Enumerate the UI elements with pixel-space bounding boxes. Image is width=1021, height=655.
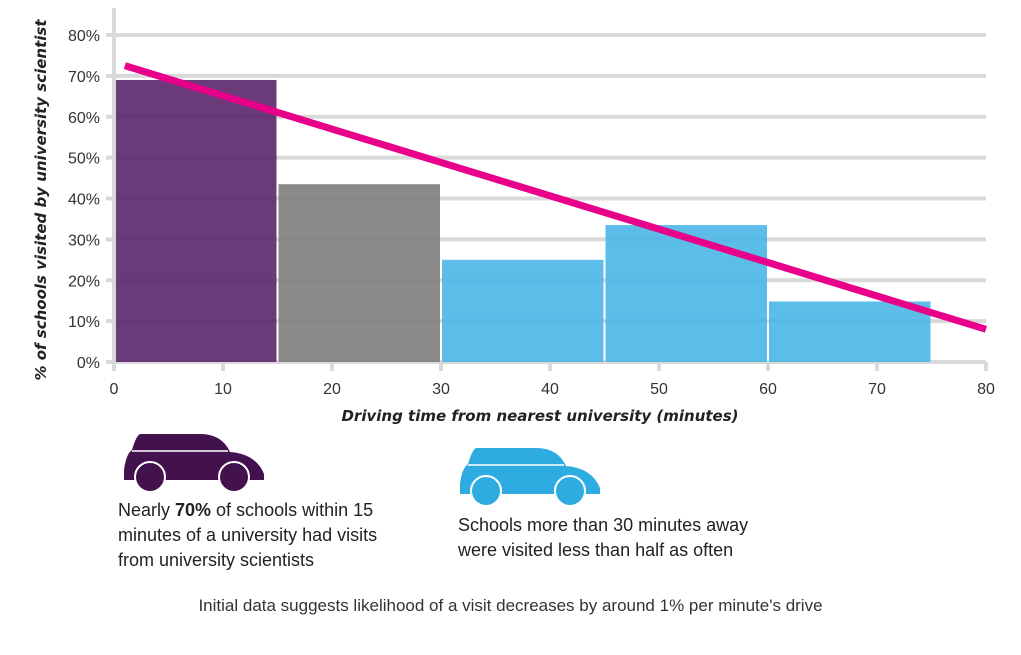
x-tick-label-0: 0 [110, 381, 119, 398]
axes [112, 8, 988, 371]
x-tick-label-30: 30 [432, 381, 450, 398]
x-tick-label-40: 40 [541, 381, 559, 398]
trend-line [123, 62, 988, 333]
bar-45-60 [605, 225, 767, 362]
y-tick-label-60: 60% [68, 110, 100, 127]
y-tick-label-0: 0% [77, 355, 100, 372]
annotation-far: Schools more than 30 minutes away were v… [458, 515, 749, 560]
annotation-near-prefix: Nearly [118, 500, 176, 520]
car-icon-far [458, 444, 604, 513]
histogram-chart: 0% 10% 20% 30% 40% 50% 60% 70% 80% 0 10 20 30 40 50 60… [32, 8, 995, 425]
trend-line-group [123, 62, 988, 333]
bar-60-75 [769, 301, 931, 362]
bar-15-30 [278, 184, 440, 362]
x-axis-title: Driving time from nearest university (mi… [341, 407, 738, 425]
y-tick-labels: 0% 10% 20% 30% 40% 50% 60% 70% 80% [68, 28, 100, 372]
y-tick-label-40: 40% [68, 192, 100, 209]
x-tick-label-50: 50 [650, 381, 668, 398]
y-tick-label-50: 50% [68, 151, 100, 168]
x-tick-label-70: 70 [868, 381, 886, 398]
bars [115, 79, 931, 363]
y-tick-label-30: 30% [68, 232, 100, 249]
x-tick-label-80: 80 [977, 381, 995, 398]
y-tick-label-20: 20% [68, 273, 100, 290]
annotation-near-suffix: of schools within 15 minutes of a univer… [118, 500, 378, 570]
bar-0-15 [115, 79, 277, 363]
x-tick-label-10: 10 [214, 381, 232, 398]
annotation-near: Nearly 70% of schools within 15 minutes … [118, 498, 418, 573]
y-tick-label-10: 10% [68, 314, 100, 331]
footer-note: Initial data suggests likelihood of a vi… [198, 596, 823, 615]
y-tick-label-70: 70% [68, 69, 100, 86]
y-axis-title: % of schools visited by university scien… [32, 19, 50, 381]
y-tick-label-80: 80% [68, 28, 100, 45]
annotation-near-highlight: 70% [175, 500, 212, 520]
x-tick-labels: 0 10 20 30 40 50 60 70 80 [110, 381, 995, 398]
x-tick-label-20: 20 [323, 381, 341, 398]
car-icon-near [122, 430, 268, 499]
x-tick-label-60: 60 [759, 381, 777, 398]
bar-30-45 [442, 259, 604, 362]
